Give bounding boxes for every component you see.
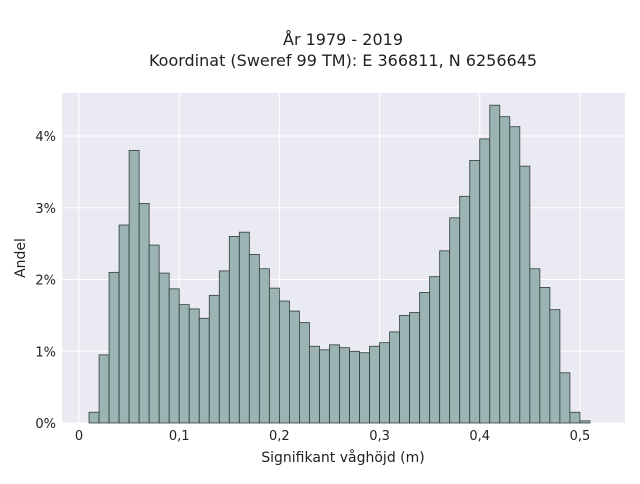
histogram-bar-47 xyxy=(559,372,571,424)
histogram-bar-45 xyxy=(539,287,551,424)
histogram-bar-41 xyxy=(499,116,511,424)
histogram-bar-38 xyxy=(469,160,481,424)
x-tick-label-2: 0,2 xyxy=(269,429,290,444)
x-tick-label-1: 0,1 xyxy=(169,429,190,444)
histogram-bar-32 xyxy=(409,312,421,424)
histogram-bar-4 xyxy=(128,149,140,424)
histogram-bar-46 xyxy=(549,309,561,424)
histogram-bar-43 xyxy=(519,165,531,424)
histogram-bar-29 xyxy=(379,342,390,424)
histogram-bar-23 xyxy=(319,349,330,424)
histogram-bar-35 xyxy=(439,250,451,424)
histogram-bar-21 xyxy=(299,322,310,424)
y-tick-label-2: 2% xyxy=(35,274,56,289)
histogram-bar-48 xyxy=(569,411,581,424)
histogram-bar-9 xyxy=(178,304,190,424)
x-tick-label-4: 0,4 xyxy=(469,429,490,444)
histogram-bar-25 xyxy=(339,347,350,424)
histogram-bar-34 xyxy=(429,276,441,424)
histogram-bar-39 xyxy=(479,138,491,424)
y-tick-label-1: 1% xyxy=(35,345,56,360)
histogram-bar-42 xyxy=(509,126,521,424)
histogram-bar-36 xyxy=(449,217,461,424)
histogram-bar-40 xyxy=(489,104,501,424)
chart-title: År 1979 - 2019 xyxy=(283,30,403,49)
y-tick-label-4: 4% xyxy=(35,130,56,145)
x-tick-label-0: 0 xyxy=(75,429,83,444)
histogram-bar-17 xyxy=(258,268,270,424)
x-tick-label-3: 0,3 xyxy=(369,429,390,444)
histogram-bar-3 xyxy=(118,224,130,424)
y-tick-label-3: 3% xyxy=(35,202,56,217)
histogram-bar-19 xyxy=(278,300,290,424)
histogram-bar-15 xyxy=(238,231,250,424)
x-axis-label: Signifikant våghöjd (m) xyxy=(261,449,424,466)
y-tick-label-0: 0% xyxy=(35,417,56,432)
histogram-bar-13 xyxy=(218,270,230,424)
histogram-bar-14 xyxy=(228,236,240,424)
histogram-bar-30 xyxy=(389,331,400,424)
histogram-bar-20 xyxy=(289,310,300,424)
histogram-bar-2 xyxy=(108,271,120,424)
histogram-bar-44 xyxy=(529,268,541,424)
histogram-bar-18 xyxy=(268,287,280,424)
x-tick-label-5: 0,5 xyxy=(570,429,591,444)
histogram-bar-26 xyxy=(349,350,360,424)
histogram-bar-31 xyxy=(399,314,411,424)
histogram-bar-5 xyxy=(138,203,150,424)
histogram-bar-27 xyxy=(359,352,370,424)
y-tick-labels: 0% 1% 2% 3% 4% xyxy=(35,130,56,432)
histogram-bar-16 xyxy=(248,254,260,424)
histogram-bar-49 xyxy=(579,420,591,424)
histogram-bar-28 xyxy=(369,345,380,424)
chart-subtitle: Koordinat (Sweref 99 TM): E 366811, N 62… xyxy=(149,51,537,70)
histogram-bar-12 xyxy=(208,294,220,424)
histogram-bar-24 xyxy=(329,344,340,424)
histogram-bar-37 xyxy=(459,195,471,424)
histogram-bar-0 xyxy=(88,411,100,424)
histogram-bar-11 xyxy=(198,317,210,424)
y-axis-label: Andel xyxy=(13,238,29,278)
histogram-bar-7 xyxy=(158,272,170,424)
histogram-bar-22 xyxy=(309,345,320,424)
histogram-bar-1 xyxy=(98,354,110,424)
x-tick-labels: 0 0,1 0,2 0,3 0,4 0,5 xyxy=(75,429,590,444)
histogram-bar-33 xyxy=(419,292,431,424)
histogram-bar-10 xyxy=(188,308,200,424)
histogram-bar-8 xyxy=(168,288,180,424)
histogram-bar-6 xyxy=(148,244,160,424)
bars xyxy=(88,104,591,424)
